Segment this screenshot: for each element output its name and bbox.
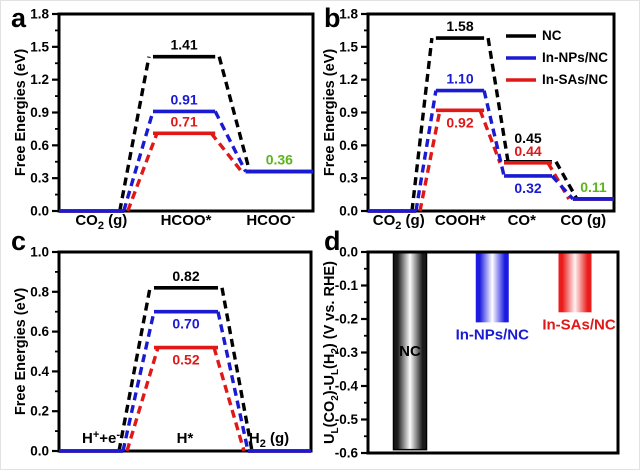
svg-text:1.41: 1.41 [170, 37, 197, 53]
svg-text:CO2 (g): CO2 (g) [373, 212, 425, 232]
svg-text:1.2: 1.2 [339, 72, 358, 87]
svg-text:0.45: 0.45 [514, 130, 541, 146]
svg-text:0.0: 0.0 [339, 204, 358, 219]
svg-text:0.52: 0.52 [172, 352, 199, 368]
svg-text:CO2 (g): CO2 (g) [75, 212, 127, 232]
svg-text:0.8: 0.8 [30, 284, 49, 299]
svg-text:HCOO-: HCOO- [246, 211, 295, 229]
svg-text:In-NPs/NC: In-NPs/NC [542, 50, 608, 65]
panel-c-her-pathway-diagram: 0.0 0.2 0.4 0.6 0.8 1.0 Free Energies (eV) 0.82… [13, 245, 313, 459]
svg-text:NC: NC [399, 343, 421, 360]
svg-text:1.10: 1.10 [446, 71, 473, 87]
svg-text:COOH*: COOH* [435, 212, 486, 229]
svg-text:0.4: 0.4 [30, 364, 49, 379]
svg-text:0.92: 0.92 [446, 114, 473, 130]
svg-text:0.0: 0.0 [30, 204, 49, 219]
svg-text:0.91: 0.91 [170, 91, 197, 107]
svg-text:0.32: 0.32 [514, 180, 541, 196]
svg-text:1.8: 1.8 [30, 7, 49, 22]
svg-text:0.44: 0.44 [514, 143, 541, 159]
svg-text:0.3: 0.3 [30, 171, 49, 186]
svg-text:0.6: 0.6 [339, 138, 358, 153]
svg-text:-0.3: -0.3 [335, 345, 359, 360]
svg-text:-0.2: -0.2 [335, 312, 358, 327]
svg-text:1.5: 1.5 [30, 39, 49, 54]
svg-text:0.0: 0.0 [30, 444, 49, 459]
panel-b-co-pathway-diagram: 0.0 0.3 0.6 0.9 1.2 1.5 1.8 Free Energies (eV) 1… [322, 7, 616, 232]
svg-text:In-SAs/NC: In-SAs/NC [542, 72, 608, 87]
svg-text:NC: NC [542, 28, 562, 43]
svg-text:Free Energies (eV): Free Energies (eV) [13, 49, 29, 176]
svg-text:H++e-: H++e- [82, 429, 120, 447]
svg-text:0.9: 0.9 [30, 105, 49, 120]
svg-text:HCOO*: HCOO* [161, 212, 212, 229]
svg-text:0.11: 0.11 [580, 179, 607, 195]
svg-text:1.8: 1.8 [339, 7, 358, 22]
svg-text:CO (g): CO (g) [560, 212, 606, 229]
svg-text:0.6: 0.6 [30, 138, 49, 153]
svg-text:-0.1: -0.1 [335, 278, 359, 293]
svg-text:0.9: 0.9 [339, 105, 358, 120]
svg-text:1.0: 1.0 [30, 245, 49, 260]
svg-text:-0.6: -0.6 [335, 446, 359, 461]
svg-text:CO*: CO* [508, 212, 537, 229]
panel-a-hcoo-pathway-diagram: 0.0 0.3 0.6 0.9 1.2 1.5 1.8 Free Energies (eV) 1… [13, 7, 315, 232]
svg-text:0.2: 0.2 [30, 404, 49, 419]
panel-letter-c: c [11, 226, 27, 256]
panel-letter-d: d [324, 226, 341, 256]
svg-text:0.82: 0.82 [172, 268, 199, 284]
svg-text:UL(CO2)-UL(H2) (V vs. RHE): UL(CO2)-UL(H2) (V vs. RHE) [322, 261, 341, 444]
svg-text:Free Energies (eV): Free Energies (eV) [13, 288, 29, 415]
svg-text:In-SAs/NC: In-SAs/NC [542, 316, 616, 333]
panel-letter-b: b [324, 3, 341, 33]
svg-text:0.71: 0.71 [170, 113, 197, 129]
svg-text:1.2: 1.2 [30, 72, 49, 87]
svg-text:H2 (g): H2 (g) [249, 430, 289, 450]
svg-text:1.58: 1.58 [446, 18, 473, 34]
panel-d-limiting-potential-bars: NC In-NPs/NC In-SAs/NC -0.6 -0.5 -0.4 -0.3 -0.2… [322, 245, 620, 461]
svg-text:0.0: 0.0 [339, 245, 358, 260]
svg-text:0.36: 0.36 [266, 152, 293, 168]
svg-text:0.3: 0.3 [339, 171, 358, 186]
svg-text:-0.4: -0.4 [335, 379, 359, 394]
svg-text:-0.5: -0.5 [335, 412, 359, 427]
svg-text:In-NPs/NC: In-NPs/NC [456, 326, 530, 343]
svg-text:1.5: 1.5 [339, 39, 358, 54]
panel-letter-a: a [11, 3, 27, 33]
svg-text:0.6: 0.6 [30, 324, 49, 339]
svg-text:0.70: 0.70 [172, 316, 199, 332]
svg-text:Free Energies (eV): Free Energies (eV) [322, 49, 338, 176]
svg-text:H*: H* [177, 430, 194, 447]
